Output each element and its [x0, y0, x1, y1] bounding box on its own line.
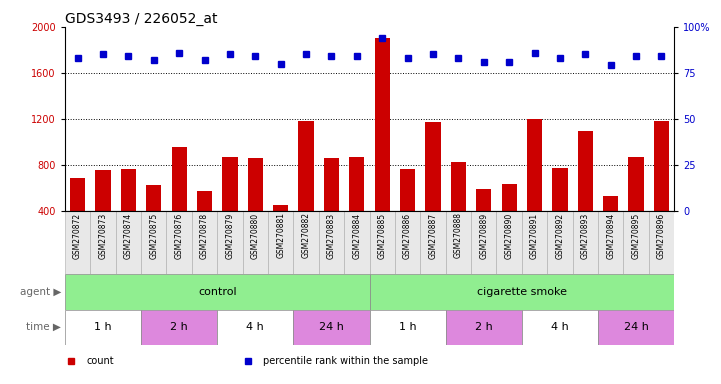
FancyBboxPatch shape — [115, 210, 141, 274]
Bar — [425, 122, 441, 257]
Bar — [578, 131, 593, 257]
FancyBboxPatch shape — [395, 210, 420, 274]
FancyBboxPatch shape — [572, 210, 598, 274]
FancyBboxPatch shape — [522, 310, 598, 345]
Text: control: control — [198, 287, 236, 297]
Text: GSM270878: GSM270878 — [200, 212, 209, 258]
Text: GSM270883: GSM270883 — [327, 212, 336, 258]
Bar — [552, 168, 567, 257]
FancyBboxPatch shape — [446, 310, 522, 345]
FancyBboxPatch shape — [268, 210, 293, 274]
Text: GSM270876: GSM270876 — [174, 212, 184, 259]
FancyBboxPatch shape — [141, 310, 217, 345]
FancyBboxPatch shape — [446, 210, 471, 274]
Text: GSM270888: GSM270888 — [454, 212, 463, 258]
Bar — [273, 205, 288, 257]
FancyBboxPatch shape — [497, 210, 522, 274]
FancyBboxPatch shape — [369, 210, 395, 274]
Bar — [349, 157, 364, 257]
Text: GSM270873: GSM270873 — [99, 212, 107, 259]
FancyBboxPatch shape — [141, 210, 167, 274]
Text: GSM270892: GSM270892 — [555, 212, 565, 258]
Text: 2 h: 2 h — [170, 322, 188, 332]
Bar — [654, 121, 669, 257]
Text: 4 h: 4 h — [551, 322, 569, 332]
FancyBboxPatch shape — [65, 274, 369, 310]
FancyBboxPatch shape — [420, 210, 446, 274]
FancyBboxPatch shape — [547, 210, 572, 274]
Text: 4 h: 4 h — [247, 322, 264, 332]
Bar — [298, 121, 314, 257]
Text: GSM270872: GSM270872 — [73, 212, 82, 258]
Text: percentile rank within the sample: percentile rank within the sample — [263, 356, 428, 366]
Bar — [375, 38, 390, 257]
Text: GSM270893: GSM270893 — [581, 212, 590, 259]
FancyBboxPatch shape — [192, 210, 217, 274]
Text: 2 h: 2 h — [475, 322, 492, 332]
FancyBboxPatch shape — [471, 210, 497, 274]
Text: GSM270890: GSM270890 — [505, 212, 513, 259]
Text: GSM270884: GSM270884 — [353, 212, 361, 258]
Bar — [95, 170, 110, 257]
Bar — [324, 158, 339, 257]
FancyBboxPatch shape — [319, 210, 344, 274]
FancyBboxPatch shape — [598, 310, 674, 345]
Bar — [197, 191, 212, 257]
Bar — [70, 179, 85, 257]
Text: GSM270879: GSM270879 — [226, 212, 234, 259]
Text: GSM270875: GSM270875 — [149, 212, 158, 259]
FancyBboxPatch shape — [293, 210, 319, 274]
Text: GSM270874: GSM270874 — [124, 212, 133, 259]
Text: GSM270887: GSM270887 — [428, 212, 438, 258]
Text: GSM270894: GSM270894 — [606, 212, 615, 259]
FancyBboxPatch shape — [344, 210, 369, 274]
FancyBboxPatch shape — [624, 210, 649, 274]
Text: GSM270891: GSM270891 — [530, 212, 539, 258]
FancyBboxPatch shape — [242, 210, 268, 274]
Text: GSM270889: GSM270889 — [479, 212, 488, 258]
Text: GSM270886: GSM270886 — [403, 212, 412, 258]
Text: time ▶: time ▶ — [27, 322, 61, 332]
Text: GSM270895: GSM270895 — [632, 212, 640, 259]
FancyBboxPatch shape — [293, 310, 369, 345]
FancyBboxPatch shape — [649, 210, 674, 274]
Text: 1 h: 1 h — [94, 322, 112, 332]
Bar — [146, 185, 162, 257]
FancyBboxPatch shape — [522, 210, 547, 274]
FancyBboxPatch shape — [167, 210, 192, 274]
FancyBboxPatch shape — [65, 310, 141, 345]
FancyBboxPatch shape — [90, 210, 115, 274]
Text: GSM270881: GSM270881 — [276, 212, 286, 258]
FancyBboxPatch shape — [369, 274, 674, 310]
Bar — [451, 162, 466, 257]
Bar — [172, 147, 187, 257]
Bar — [527, 119, 542, 257]
Text: cigarette smoke: cigarette smoke — [477, 287, 567, 297]
Bar — [629, 157, 644, 257]
Text: GSM270880: GSM270880 — [251, 212, 260, 258]
Text: 24 h: 24 h — [624, 322, 648, 332]
Text: GSM270885: GSM270885 — [378, 212, 386, 258]
Bar — [400, 169, 415, 257]
FancyBboxPatch shape — [217, 310, 293, 345]
Text: 24 h: 24 h — [319, 322, 344, 332]
Text: 1 h: 1 h — [399, 322, 417, 332]
FancyBboxPatch shape — [369, 310, 446, 345]
Bar — [502, 184, 517, 257]
FancyBboxPatch shape — [65, 210, 90, 274]
Text: GSM270896: GSM270896 — [657, 212, 666, 259]
Bar — [120, 169, 136, 257]
FancyBboxPatch shape — [598, 210, 624, 274]
Text: count: count — [87, 356, 114, 366]
Text: agent ▶: agent ▶ — [20, 287, 61, 297]
FancyBboxPatch shape — [217, 210, 242, 274]
Text: GSM270882: GSM270882 — [301, 212, 311, 258]
Bar — [222, 157, 237, 257]
Text: GDS3493 / 226052_at: GDS3493 / 226052_at — [65, 12, 218, 26]
Bar — [248, 158, 263, 257]
Bar — [476, 189, 492, 257]
Bar — [603, 196, 619, 257]
